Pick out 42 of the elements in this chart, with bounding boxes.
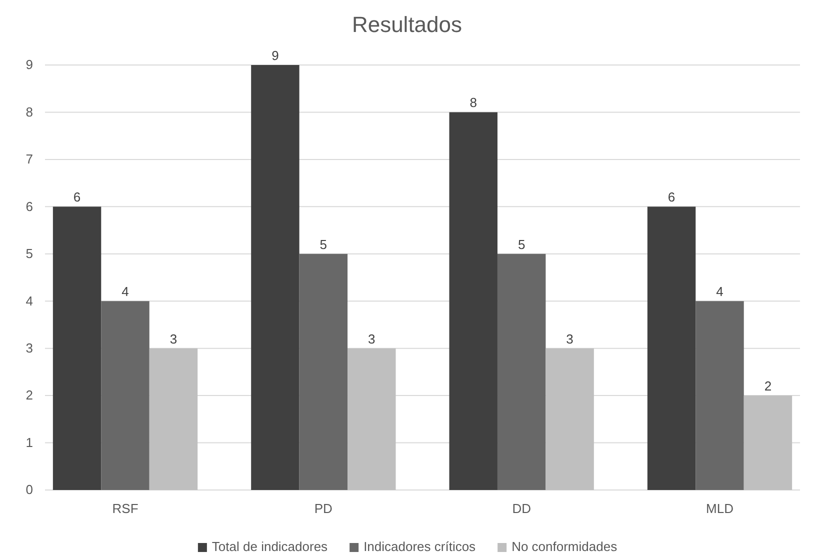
x-tick-label: DD — [512, 501, 531, 516]
data-label: 5 — [320, 236, 328, 252]
legend-label: No conformidades — [512, 539, 618, 554]
data-label: 3 — [368, 331, 376, 346]
y-tick-label: 6 — [26, 198, 33, 214]
y-tick-label: 0 — [26, 482, 33, 498]
bar — [348, 348, 396, 490]
y-tick-label: 4 — [26, 293, 33, 308]
y-tick-label: 8 — [26, 104, 33, 120]
y-tick-label: 5 — [26, 246, 33, 262]
data-label: 8 — [470, 95, 477, 110]
legend-label: Total de indicadores — [212, 539, 328, 554]
y-tick-label: 7 — [26, 152, 33, 167]
bar — [101, 301, 150, 490]
data-label: 2 — [764, 378, 772, 394]
x-tick-label: MLD — [706, 501, 734, 516]
bar — [299, 254, 348, 490]
y-tick-label: 9 — [26, 57, 33, 72]
x-tick-label: RSF — [112, 501, 138, 516]
y-tick-label: 3 — [26, 340, 33, 356]
bar — [647, 206, 696, 490]
data-label: 3 — [566, 331, 574, 346]
bar — [546, 348, 594, 490]
chart-title: Resultados — [352, 12, 462, 37]
y-tick-label: 2 — [26, 388, 33, 403]
bar — [696, 301, 744, 490]
data-label: 4 — [122, 284, 129, 300]
y-tick-label: 1 — [26, 434, 33, 450]
data-label: 6 — [668, 190, 676, 205]
data-label: 4 — [716, 284, 724, 300]
bar — [149, 348, 198, 490]
data-label: 6 — [73, 190, 81, 205]
data-label: 9 — [272, 48, 279, 63]
bar — [251, 65, 300, 490]
bar — [497, 254, 546, 490]
data-label: 3 — [170, 331, 178, 346]
bar — [449, 112, 498, 490]
bar — [744, 396, 792, 490]
x-tick-label: PD — [314, 501, 332, 516]
data-label: 5 — [518, 236, 526, 252]
legend-label: Indicadores críticos — [364, 539, 476, 554]
bar — [52, 206, 102, 490]
